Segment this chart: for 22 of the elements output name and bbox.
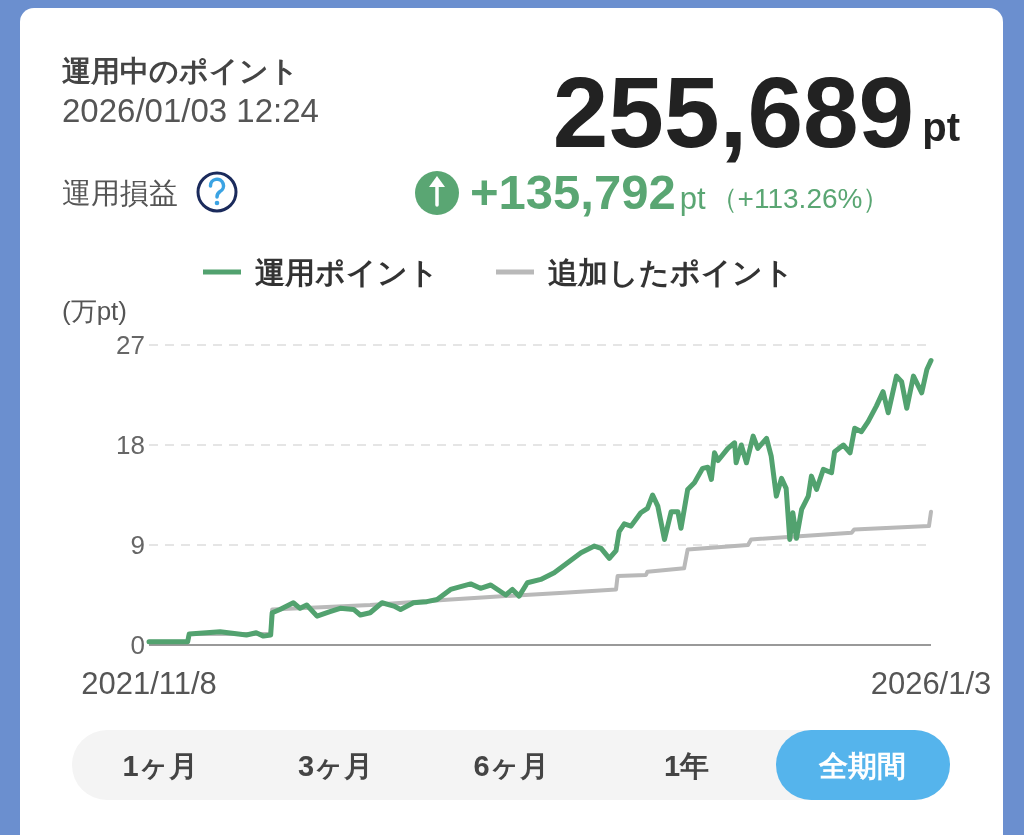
text: （+113.26%）	[709, 183, 891, 214]
chart-subtitle: 2026/01/03 12:24	[62, 92, 319, 129]
y-tick-label: 0	[130, 630, 145, 660]
text: 1年	[663, 750, 710, 782]
y-tick-label: 18	[116, 430, 145, 460]
legend-label: 運用ポイント	[255, 256, 439, 289]
text: 6ヶ月	[473, 750, 549, 782]
text: +135,792	[470, 165, 676, 219]
text: pt	[922, 105, 960, 149]
text: 運用損益	[62, 177, 178, 209]
text: 255,689	[552, 56, 915, 168]
text: 全期間	[817, 750, 906, 782]
y-tick-label: 27	[116, 330, 145, 360]
chart-title: 運用中のポイント	[62, 55, 299, 87]
y-axis-title: (万pt)	[62, 296, 127, 326]
x-tick-label: 2026/1/3	[870, 666, 992, 701]
text: 1ヶ月	[122, 750, 198, 782]
y-tick-label: 9	[130, 530, 145, 560]
text: pt	[679, 181, 706, 216]
legend-label: 追加したポイント	[548, 256, 794, 289]
x-tick-label: 2021/11/8	[81, 666, 217, 701]
text: 3ヶ月	[297, 750, 374, 782]
